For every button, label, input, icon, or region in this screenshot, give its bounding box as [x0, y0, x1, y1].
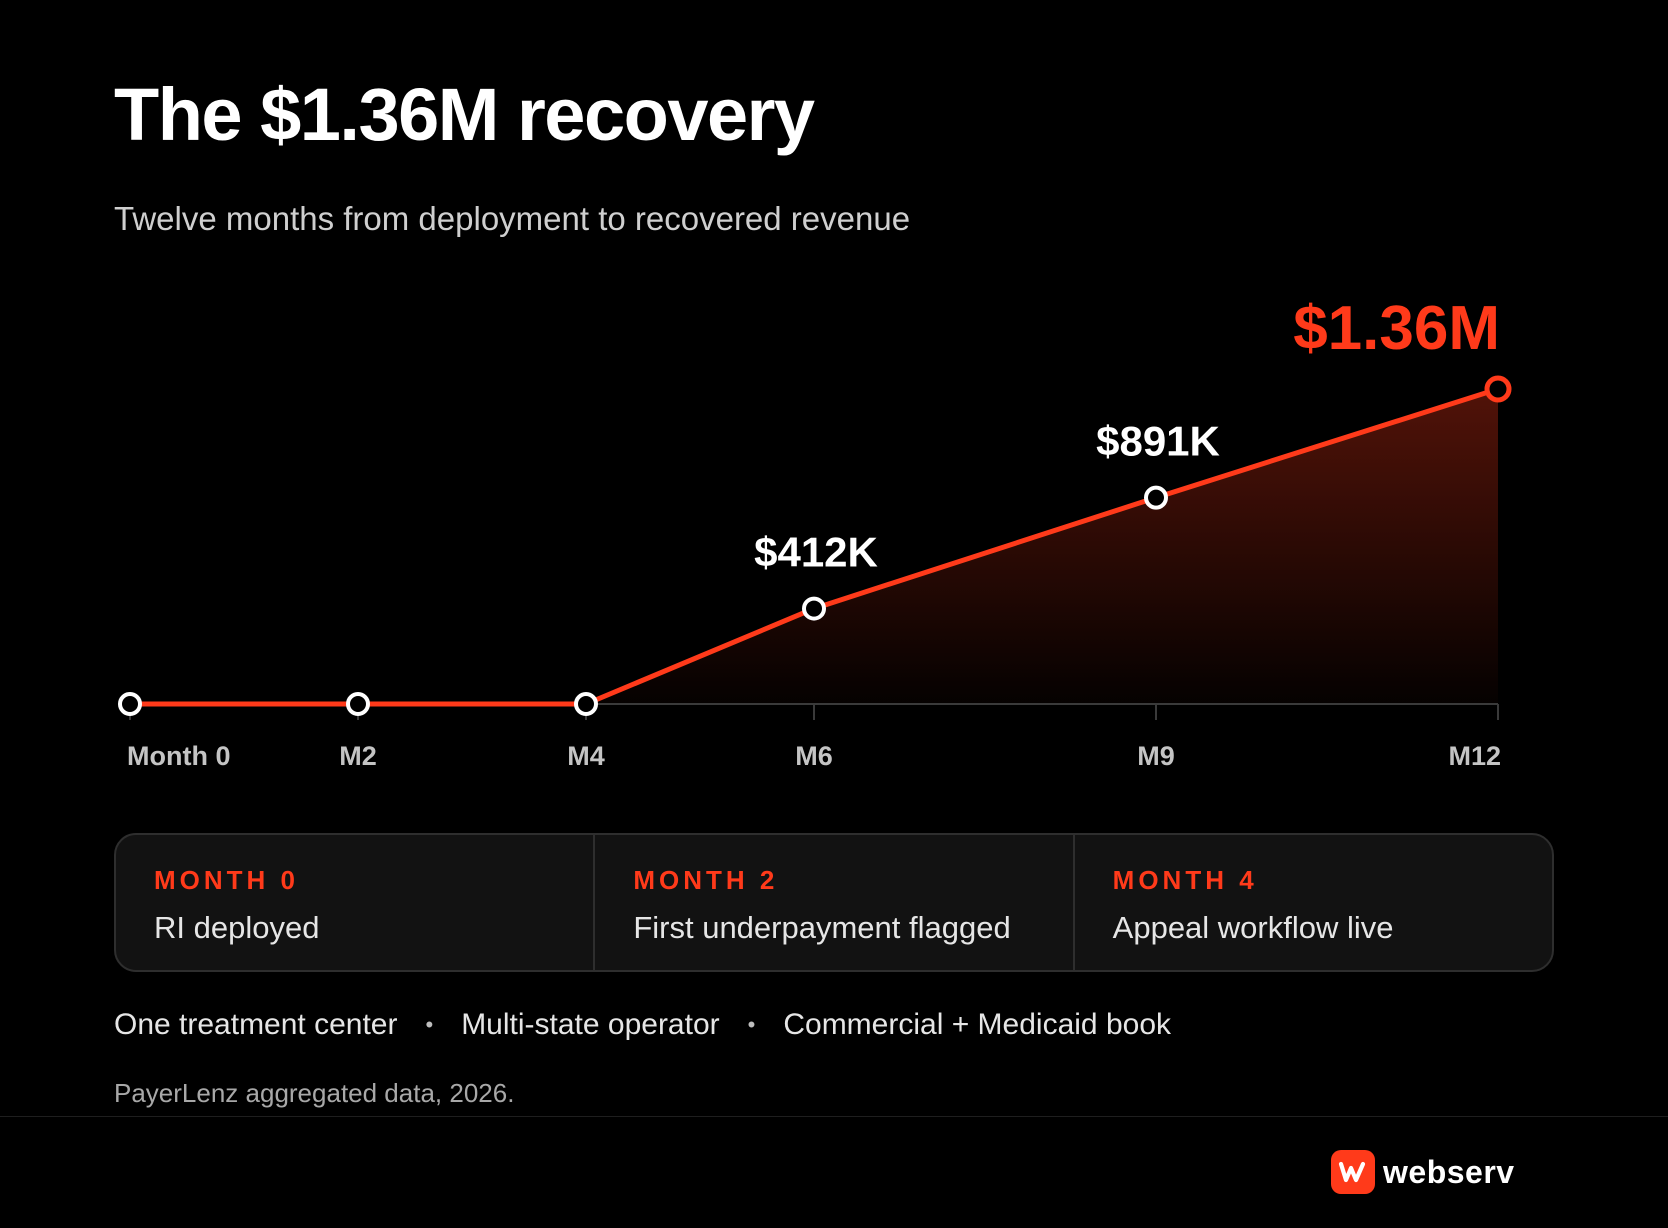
- milestone-text: First underpayment flagged: [633, 910, 1011, 945]
- source-note: PayerLenz aggregated data, 2026.: [114, 1078, 515, 1108]
- recovery-area-chart: Month 0 M2 M4 M6 M9 M12 $412K $891K $1.36M: [118, 294, 1512, 771]
- footer-divider: [0, 1116, 1668, 1117]
- fact-item: One treatment center: [114, 1008, 398, 1041]
- fact-item: Multi-state operator: [461, 1008, 720, 1041]
- milestone-label: MONTH 2: [633, 865, 779, 895]
- data-point: [118, 692, 142, 716]
- milestone-month-4: MONTH 4 Appeal workflow live: [1075, 835, 1552, 970]
- data-label-highlight: $1.36M: [1293, 294, 1500, 363]
- milestone-label: MONTH 0: [154, 865, 299, 895]
- series-line: [127, 386, 1501, 707]
- data-point-highlight: [1484, 375, 1512, 403]
- facts-row: One treatment center • Multi-state opera…: [114, 1008, 1171, 1042]
- x-tick-label: M2: [339, 741, 377, 771]
- data-label: $891K: [1096, 418, 1220, 465]
- data-label: $412K: [754, 529, 878, 576]
- page-title: The $1.36M recovery: [114, 73, 815, 156]
- x-tick-label: M4: [567, 741, 605, 771]
- bullet-separator: •: [747, 1012, 756, 1037]
- series-area: [130, 389, 1498, 704]
- data-point: [574, 692, 598, 716]
- page-subtitle: Twelve months from deployment to recover…: [114, 200, 911, 237]
- milestone-label: MONTH 4: [1112, 865, 1258, 895]
- fact-item: Commercial + Medicaid book: [783, 1008, 1171, 1041]
- brand-name: webserv: [1383, 1153, 1515, 1190]
- milestone-month-2: MONTH 2 First underpayment flagged: [595, 835, 1075, 970]
- brand-logo: webserv: [1331, 1150, 1515, 1194]
- milestone-text: Appeal workflow live: [1112, 910, 1394, 945]
- milestone-text: RI deployed: [154, 910, 320, 945]
- x-tick-label: Month 0: [127, 741, 230, 771]
- milestone-panel: MONTH 0 RI deployed MONTH 2 First underp…: [114, 833, 1554, 972]
- data-point: [1144, 485, 1168, 510]
- milestone-month-0: MONTH 0 RI deployed: [116, 835, 596, 970]
- x-tick-label: M12: [1448, 741, 1501, 771]
- x-tick-label: M6: [795, 741, 833, 771]
- data-point: [346, 692, 370, 716]
- bullet-separator: •: [425, 1012, 434, 1037]
- x-tick-label: M9: [1137, 741, 1175, 771]
- data-point: [802, 596, 826, 621]
- webserv-logo-icon: [1331, 1150, 1375, 1194]
